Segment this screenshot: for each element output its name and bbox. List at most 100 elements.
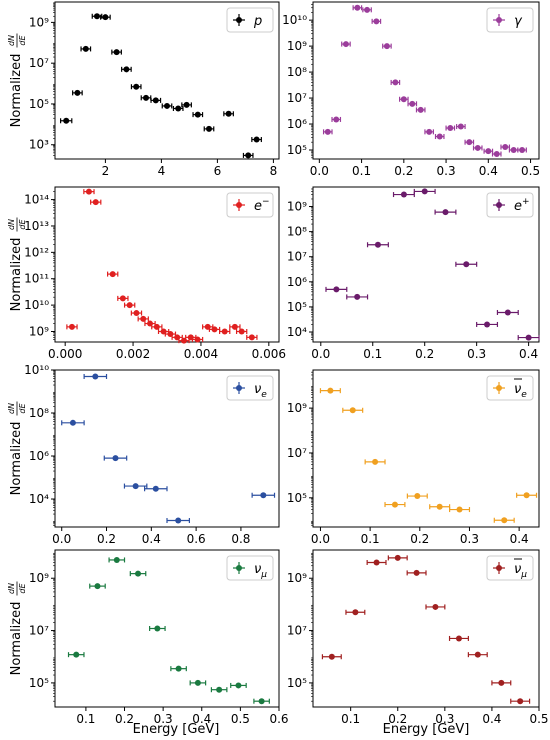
data-marker — [92, 199, 99, 206]
y-axis-label-text: Normalized — [9, 238, 24, 312]
data-marker — [140, 315, 147, 322]
data-point — [325, 286, 348, 293]
data-marker — [400, 191, 407, 198]
data-marker — [152, 485, 159, 492]
data-point — [382, 43, 392, 50]
data-marker — [113, 49, 120, 56]
y-tick-label: 10¹¹ — [24, 272, 49, 286]
legend-sup: + — [522, 197, 530, 207]
x-tick-label: 0.2 — [388, 712, 407, 726]
x-tick-label: 0.4 — [192, 712, 211, 726]
data-point — [424, 128, 434, 135]
y-tick-label: 10⁴ — [287, 325, 307, 339]
legend: e− — [226, 192, 274, 218]
data-point — [111, 49, 122, 56]
y-tick-label: 10⁶ — [287, 275, 307, 289]
data-point — [455, 261, 478, 268]
data-point — [508, 146, 519, 153]
x-tick-label: 0.4 — [482, 712, 501, 726]
legend-marker — [496, 202, 502, 208]
data-marker — [153, 323, 160, 330]
data-marker — [354, 293, 361, 300]
data-marker — [231, 323, 238, 330]
data-marker — [225, 110, 232, 117]
data-marker — [510, 146, 517, 153]
data-marker — [342, 41, 349, 48]
data-marker — [102, 14, 109, 21]
data-marker — [175, 105, 182, 112]
data-marker — [409, 100, 416, 107]
data-marker — [92, 373, 99, 380]
x-tick-label: 0.4 — [510, 532, 529, 546]
legend-label: p — [253, 14, 262, 29]
data-point — [362, 6, 372, 13]
y-tick-label: 10⁹ — [29, 571, 49, 585]
legend: e+ — [486, 192, 534, 218]
data-marker — [474, 651, 481, 658]
x-tick-label: 0.0 — [310, 164, 329, 178]
data-point — [366, 241, 389, 248]
data-marker — [69, 419, 76, 426]
data-marker — [432, 603, 439, 610]
data-point — [448, 635, 469, 642]
data-marker — [456, 506, 463, 513]
x-tick-label: 0.4 — [519, 347, 538, 361]
x-tick-label: 0.4 — [479, 164, 498, 178]
chart-panel-1: 2 4 6 8 10³ 10⁵ 10⁷ 10⁹ p Normalized dN dE — [7, 1, 280, 178]
data-point — [387, 554, 408, 561]
y-axis-label-de: dE — [18, 402, 27, 413]
y-tick-label: 10⁸ — [29, 406, 49, 420]
legend: p — [226, 7, 274, 33]
data-marker — [383, 43, 390, 50]
plot-frame — [54, 369, 280, 528]
data-marker — [94, 13, 100, 20]
data-point — [253, 698, 270, 705]
data-point — [59, 117, 73, 124]
data-point — [107, 271, 119, 278]
legend-sub: e — [521, 390, 527, 400]
legend-sub: μ — [520, 570, 527, 580]
y-tick-label: 10⁷ — [287, 624, 307, 638]
data-marker — [502, 144, 509, 151]
x-tick-label: 0.6 — [187, 532, 206, 546]
data-point — [130, 310, 143, 317]
data-point — [235, 328, 248, 335]
legend: νμ — [486, 555, 534, 581]
data-marker — [235, 682, 242, 689]
data-marker — [504, 309, 511, 316]
x-tick-label: 6 — [214, 164, 222, 178]
data-marker — [394, 554, 401, 561]
data-marker — [133, 310, 140, 317]
legend-marker — [496, 565, 502, 571]
y-axis-label-text: Normalized — [9, 602, 24, 676]
data-point — [66, 323, 78, 330]
data-point — [140, 94, 152, 101]
data-point — [223, 110, 234, 117]
y-tick-label: 10⁵ — [287, 676, 307, 690]
x-tick-label: 0.002 — [116, 347, 150, 361]
data-point — [321, 653, 342, 660]
data-marker — [94, 583, 101, 590]
data-point — [67, 651, 85, 658]
y-tick-label: 10⁶ — [29, 449, 49, 463]
data-point — [406, 569, 427, 576]
x-tick-label: 0.5 — [231, 712, 250, 726]
x-tick-label: 0.1 — [361, 532, 380, 546]
data-point — [366, 559, 387, 566]
data-marker — [328, 653, 335, 660]
data-point — [464, 139, 475, 146]
x-tick-label: 0.8 — [231, 532, 250, 546]
data-point — [178, 337, 190, 344]
data-marker — [126, 302, 133, 309]
y-axis-label-text: Normalized — [9, 54, 24, 128]
x-tick-label: 0.000 — [48, 347, 82, 361]
data-point — [364, 458, 386, 465]
y-axis-label: Normalized dN dE — [7, 33, 27, 128]
data-marker — [333, 116, 340, 123]
data-marker — [164, 102, 170, 109]
data-point — [496, 309, 519, 316]
y-axis-label-dn: dN — [7, 403, 16, 414]
y-axis-label: Normalized dN dE — [7, 401, 27, 495]
y-tick-label: 10⁹ — [29, 325, 49, 339]
